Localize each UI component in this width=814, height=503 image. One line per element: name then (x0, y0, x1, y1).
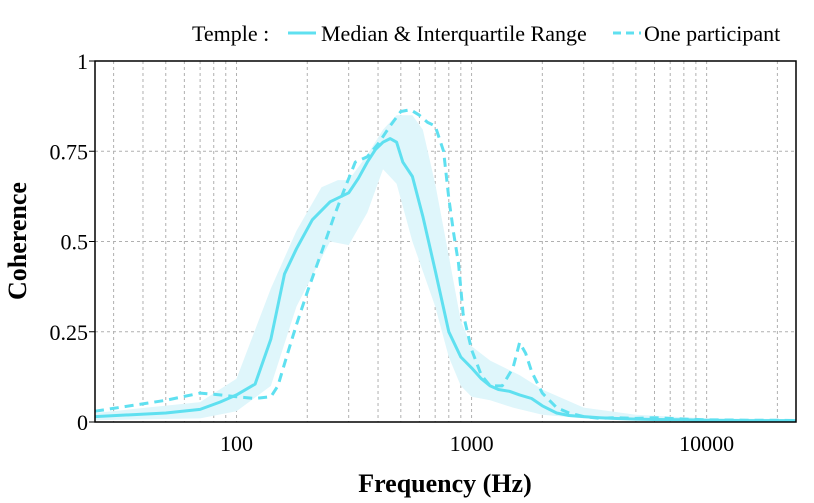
y-tick-label: 0.25 (50, 320, 89, 345)
y-axis-ticks: 0 0.25 0.5 0.75 1 (50, 49, 95, 435)
y-tick-label: 1 (77, 49, 88, 74)
legend-title: Temple : (192, 21, 269, 46)
plot-area (94, 60, 797, 423)
x-tick-label: 10000 (679, 431, 734, 456)
x-axis-ticks: 100 1000 10000 (220, 431, 734, 456)
median-series-line (94, 137, 796, 423)
y-tick-label: 0.5 (61, 230, 89, 255)
legend: Temple : Median & Interquartile Range On… (192, 21, 780, 46)
x-tick-label: 100 (220, 431, 253, 456)
legend-participant-label: One participant (644, 21, 780, 46)
y-tick-label: 0 (77, 410, 88, 435)
x-tick-label: 1000 (450, 431, 494, 456)
y-tick-label: 0.75 (50, 139, 89, 164)
legend-median-label: Median & Interquartile Range (321, 21, 587, 46)
y-axis-title: Coherence (3, 182, 32, 300)
x-axis-title: Frequency (Hz) (358, 469, 532, 498)
grid (95, 61, 796, 422)
